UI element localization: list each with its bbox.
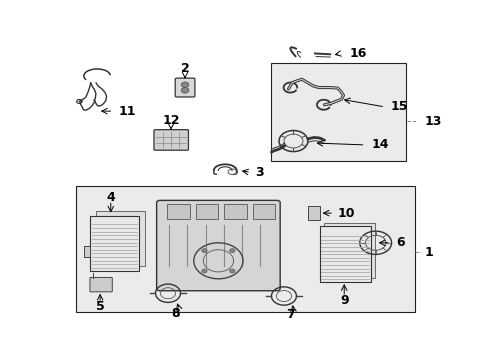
Text: 11: 11 (119, 105, 136, 118)
Text: 10: 10 (337, 207, 355, 220)
Polygon shape (96, 211, 144, 266)
Circle shape (181, 82, 188, 87)
Circle shape (229, 249, 235, 253)
Bar (307, 206, 319, 220)
FancyBboxPatch shape (156, 201, 280, 291)
Bar (167, 204, 189, 219)
Text: 13: 13 (424, 115, 442, 128)
FancyBboxPatch shape (90, 278, 112, 292)
Bar (271, 63, 405, 161)
FancyBboxPatch shape (175, 78, 195, 97)
Bar (252, 204, 275, 219)
Bar (224, 204, 246, 219)
Bar (319, 226, 370, 282)
Text: 2: 2 (180, 62, 189, 75)
FancyBboxPatch shape (154, 130, 188, 150)
Bar (90, 216, 139, 270)
Circle shape (181, 87, 188, 93)
Text: 16: 16 (348, 47, 366, 60)
Polygon shape (84, 246, 90, 257)
Circle shape (202, 249, 207, 253)
Text: 3: 3 (255, 166, 264, 179)
Text: 4: 4 (106, 191, 115, 204)
Text: 1: 1 (424, 246, 433, 259)
Bar (76, 186, 415, 312)
Text: 9: 9 (339, 294, 348, 307)
Text: 5: 5 (96, 300, 104, 313)
Text: 7: 7 (286, 309, 295, 321)
Text: 8: 8 (171, 307, 180, 320)
Text: 12: 12 (162, 114, 180, 127)
Text: 6: 6 (396, 236, 405, 249)
Text: 14: 14 (371, 139, 388, 152)
Circle shape (229, 269, 235, 273)
Polygon shape (324, 223, 374, 278)
Circle shape (202, 269, 207, 273)
Bar (195, 204, 218, 219)
Text: 15: 15 (389, 100, 407, 113)
